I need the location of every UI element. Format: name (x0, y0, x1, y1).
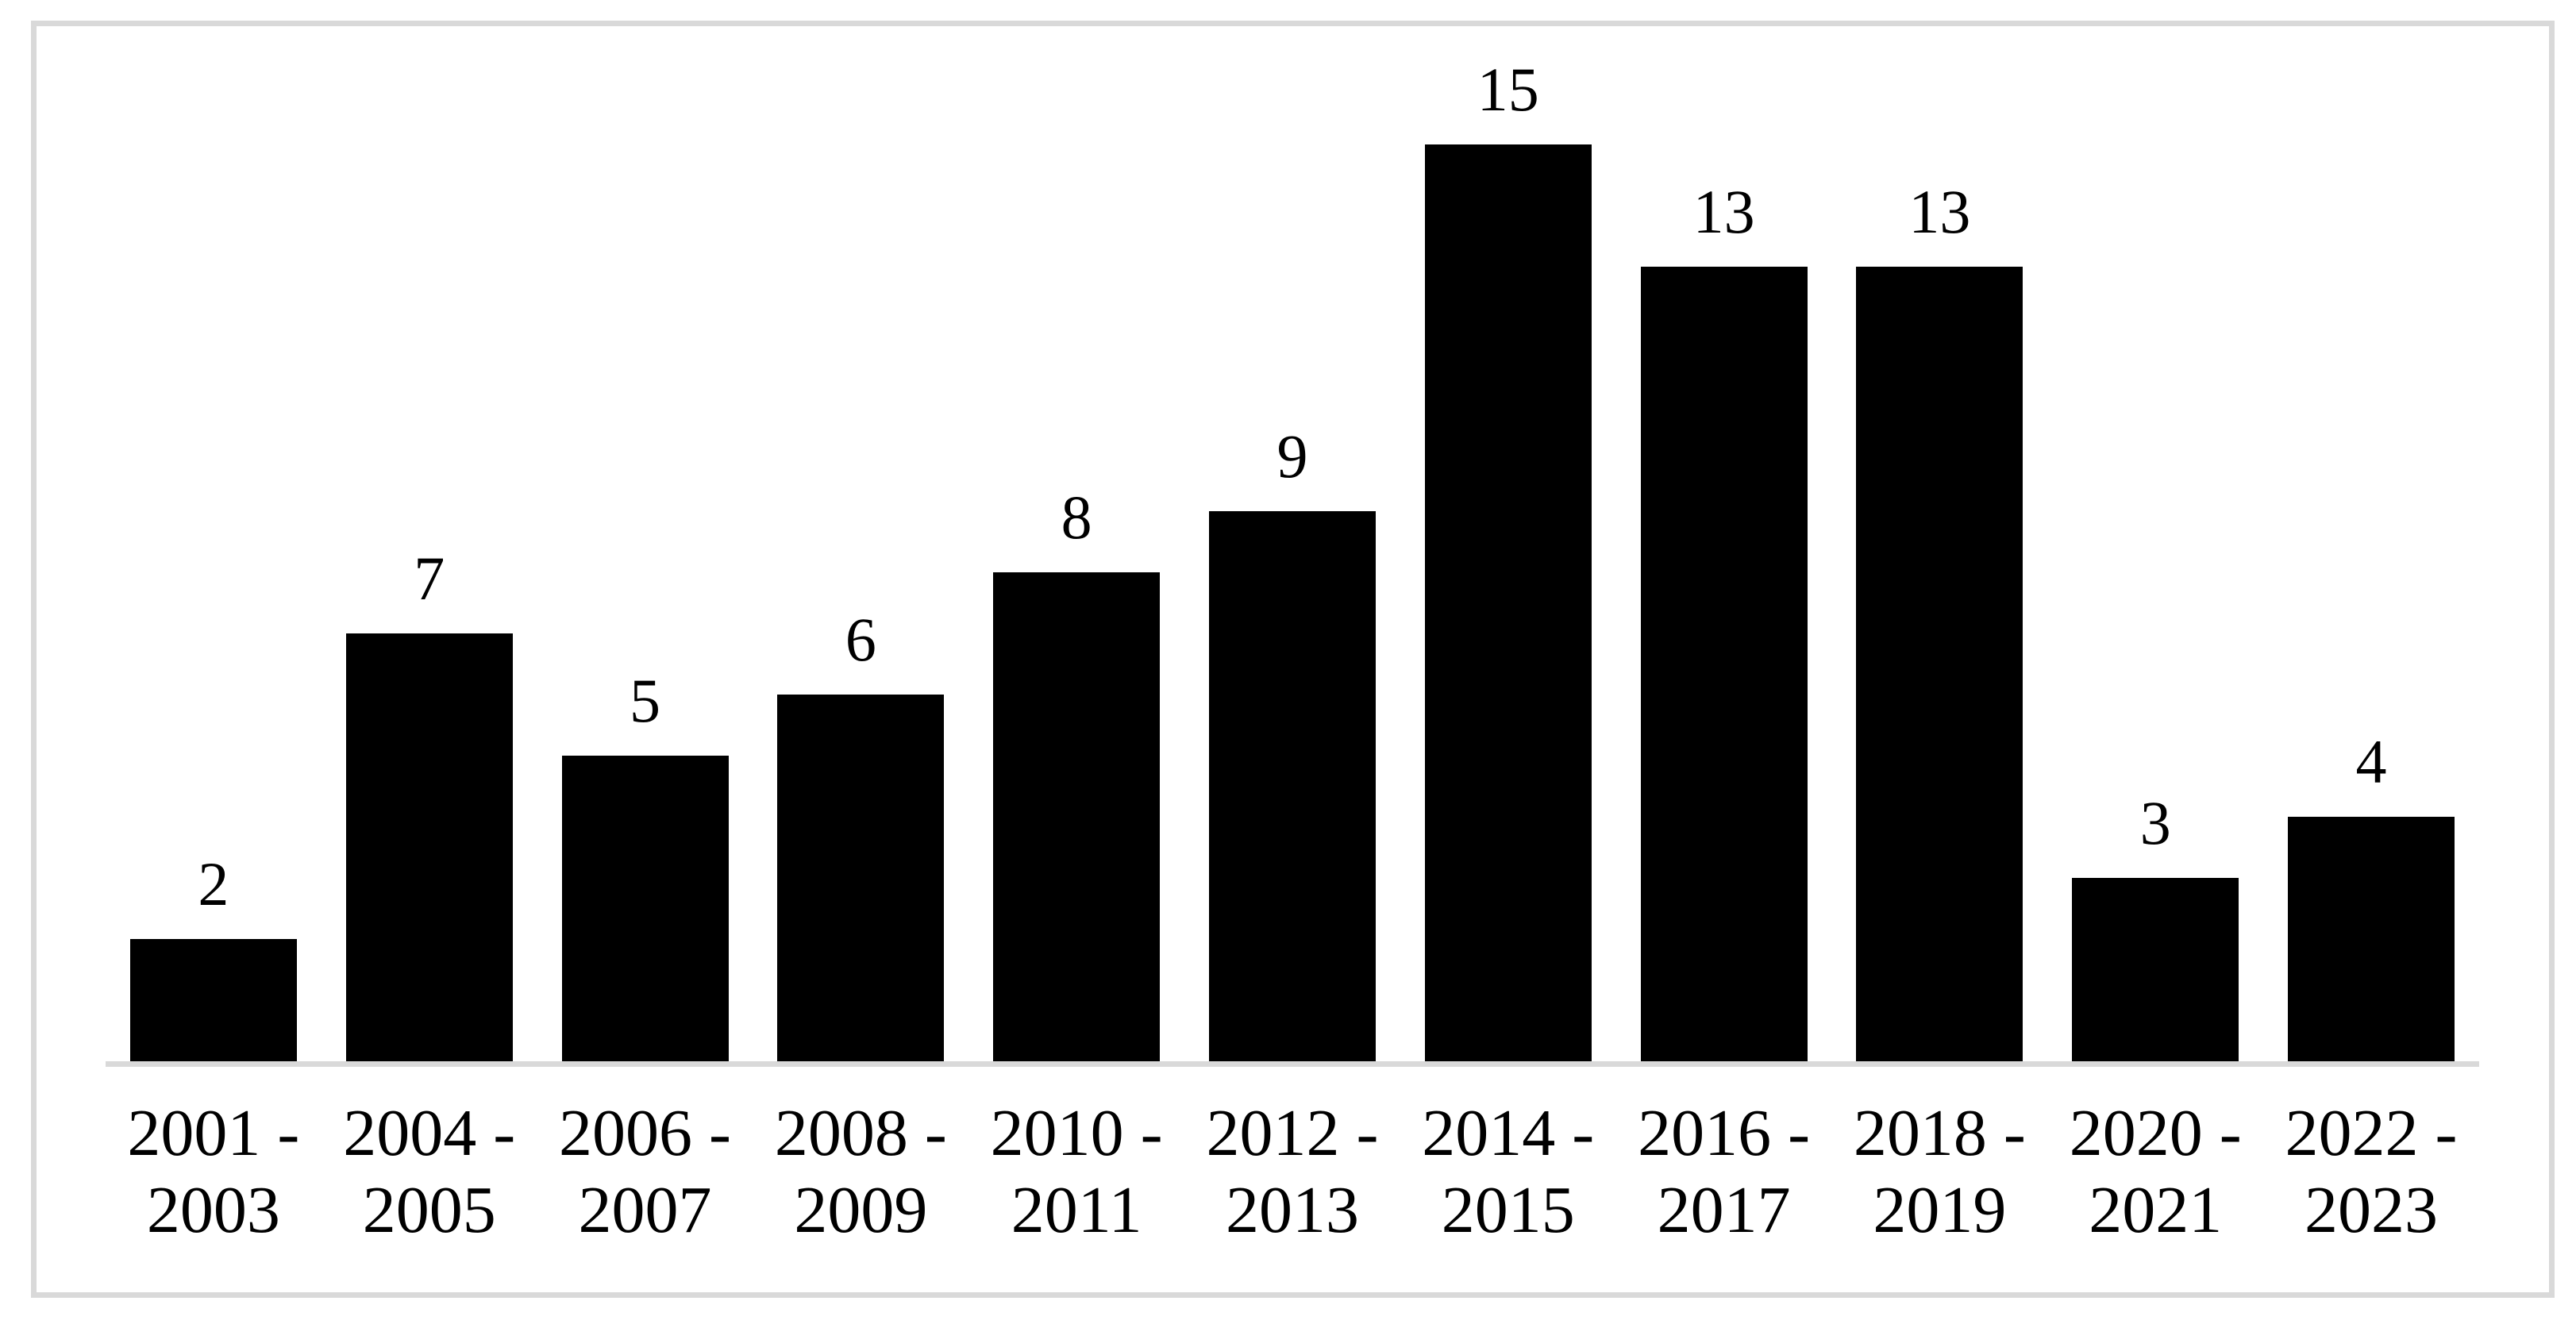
x-label-line2: 2013 (1225, 1173, 1359, 1247)
x-label-line1: 2018 - (1853, 1096, 2026, 1170)
bar-value-label: 15 (1477, 55, 1539, 124)
x-axis-label-2012-2013: 2012 -2013 (1184, 1095, 1400, 1249)
bar-value-label: 13 (1908, 177, 1971, 246)
x-label-line2: 2011 (1011, 1173, 1142, 1247)
x-label-line2: 2023 (2305, 1173, 2439, 1247)
bar-2020-2021 (2072, 878, 2239, 1061)
bar-column-2001-2003: 2 (106, 849, 322, 1061)
x-label-line1: 2012 - (1206, 1096, 1379, 1170)
bar-value-label: 5 (630, 666, 661, 735)
x-label-line2: 2007 (578, 1173, 712, 1247)
x-label-line2: 2009 (794, 1173, 928, 1247)
bar-chart: 2 7 5 6 8 9 15 13 13 3 4 (106, 48, 2479, 1061)
bar-2008-2009 (777, 695, 945, 1061)
bar-column-2022-2023: 4 (2263, 726, 2479, 1061)
x-axis-label-2008-2009: 2008 -2009 (753, 1095, 968, 1249)
bar-2004-2005 (345, 633, 513, 1061)
bar-value-label: 6 (845, 605, 876, 674)
x-label-line2: 2019 (1873, 1173, 2007, 1247)
x-label-line2: 2003 (146, 1173, 280, 1247)
bar-value-label: 4 (2355, 727, 2387, 796)
x-label-line1: 2022 - (2285, 1096, 2458, 1170)
bar-2010-2011 (993, 572, 1161, 1061)
bar-column-2014-2015: 15 (1400, 54, 1616, 1061)
bar-value-label: 2 (198, 849, 229, 918)
bar-2022-2023 (2288, 817, 2455, 1061)
x-label-line1: 2020 - (2069, 1096, 2242, 1170)
bar-column-2016-2017: 13 (1616, 176, 1832, 1061)
x-axis-label-2020-2021: 2020 -2021 (2047, 1095, 2263, 1249)
x-label-line2: 2005 (362, 1173, 496, 1247)
x-label-line1: 2016 - (1638, 1096, 1811, 1170)
x-label-line1: 2008 - (774, 1096, 947, 1170)
x-axis-label-2016-2017: 2016 -2017 (1616, 1095, 1832, 1249)
x-axis-labels: 2001 -2003 2004 -2005 2006 -2007 2008 -2… (106, 1095, 2479, 1249)
bar-column-2012-2013: 9 (1184, 421, 1400, 1061)
x-label-line2: 2021 (2089, 1173, 2223, 1247)
bar-column-2004-2005: 7 (322, 543, 537, 1061)
bar-value-label: 9 (1276, 421, 1308, 491)
bar-2016-2017 (1640, 267, 1808, 1061)
x-axis-label-2001-2003: 2001 -2003 (106, 1095, 322, 1249)
bar-2018-2019 (1856, 267, 2023, 1061)
x-label-line1: 2010 - (990, 1096, 1163, 1170)
bar-2001-2003 (129, 939, 297, 1061)
bar-value-label: 8 (1061, 483, 1092, 552)
bar-column-2020-2021: 3 (2047, 787, 2263, 1061)
bar-column-2010-2011: 8 (968, 482, 1184, 1061)
x-label-line1: 2001 - (127, 1096, 300, 1170)
bar-2012-2013 (1208, 511, 1376, 1061)
x-label-line1: 2014 - (1422, 1096, 1595, 1170)
bar-value-label: 7 (414, 544, 445, 613)
x-label-line2: 2015 (1441, 1173, 1575, 1247)
bar-2014-2015 (1424, 144, 1592, 1061)
bar-column-2008-2009: 6 (753, 604, 968, 1061)
bar-column-2018-2019: 13 (1832, 176, 2048, 1061)
bar-column-2006-2007: 5 (537, 665, 753, 1061)
x-axis-label-2022-2023: 2022 -2023 (2263, 1095, 2479, 1249)
x-axis-line (106, 1061, 2479, 1067)
x-axis-label-2010-2011: 2010 -2011 (968, 1095, 1184, 1249)
x-axis-label-2004-2005: 2004 -2005 (322, 1095, 537, 1249)
bar-value-label: 13 (1692, 177, 1755, 246)
bar-value-label: 3 (2139, 788, 2171, 857)
x-axis-label-2006-2007: 2006 -2007 (537, 1095, 753, 1249)
x-axis-label-2018-2019: 2018 -2019 (1832, 1095, 2048, 1249)
x-label-line1: 2004 - (343, 1096, 516, 1170)
x-label-line1: 2006 - (559, 1096, 732, 1170)
bar-2006-2007 (561, 756, 729, 1061)
x-axis-label-2014-2015: 2014 -2015 (1400, 1095, 1616, 1249)
x-label-line2: 2017 (1657, 1173, 1791, 1247)
